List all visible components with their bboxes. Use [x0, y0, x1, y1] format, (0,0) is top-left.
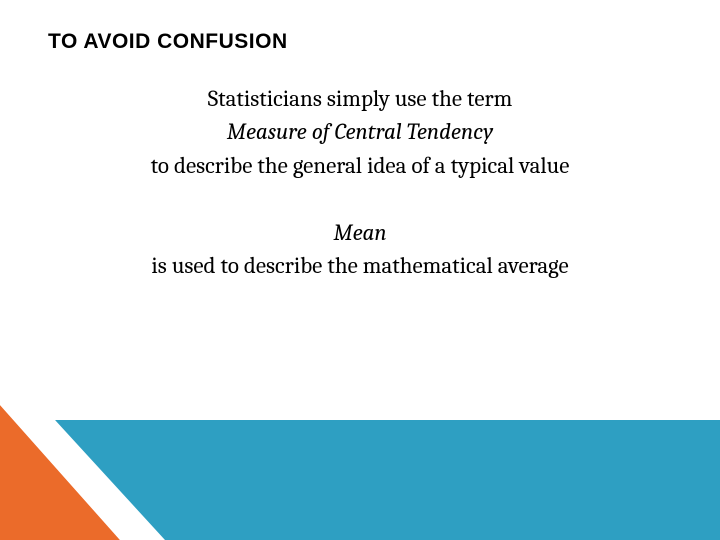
body-line-5: is used to describe the mathematical ave… — [0, 249, 720, 282]
body-line-3: to describe the general idea of a typica… — [0, 149, 720, 182]
blue-trapezoid-shape — [55, 420, 720, 540]
slide-title: TO AVOID CONFUSION — [48, 30, 288, 54]
body-line-4: Mean — [0, 216, 720, 249]
body-line-1: Statisticians simply use the term — [0, 82, 720, 115]
spacer — [0, 182, 720, 216]
decorative-footer-shapes — [0, 385, 720, 540]
body-line-2: Measure of Central Tendency — [0, 115, 720, 148]
slide-content: Statisticians simply use the term Measur… — [0, 82, 720, 283]
